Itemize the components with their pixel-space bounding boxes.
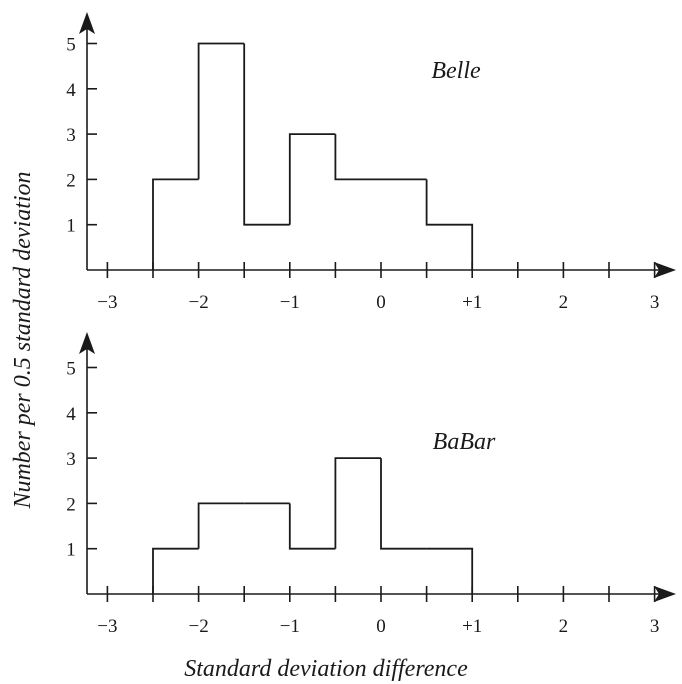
belle-x-tick-label: 3 — [650, 292, 660, 313]
belle-panel: −3 −2 −1 0 +1 2 3 1 2 3 4 5 Belle — [66, 12, 676, 313]
belle-histogram-bin — [243, 43, 290, 226]
babar-x-tick-label: 3 — [650, 616, 660, 637]
belle-x-tick-label: −2 — [188, 292, 208, 313]
belle-x-tick-label: −1 — [280, 292, 300, 313]
babar-y-tick-label: 2 — [66, 494, 76, 515]
belle-x-axis-arrow-icon — [654, 262, 676, 278]
belle-histogram-bin — [334, 134, 381, 181]
babar-panel: −3 −2 −1 0 +1 2 3 1 2 3 4 5 BaBar — [66, 332, 676, 637]
babar-series-label: BaBar — [433, 429, 496, 455]
belle-histogram-bin — [197, 42, 245, 180]
babar-x-tick-label: −1 — [280, 616, 300, 637]
babar-x-tick-label: −2 — [188, 616, 208, 637]
x-axis-title: Standard deviation difference — [184, 656, 468, 682]
belle-x-tick-label: 2 — [559, 292, 569, 313]
babar-x-tick-label: −3 — [97, 616, 117, 637]
babar-y-tick-label: 5 — [66, 359, 76, 380]
babar-x-tick-label: 0 — [376, 616, 386, 637]
belle-y-tick-label: 4 — [66, 80, 76, 101]
belle-series-label: Belle — [431, 58, 481, 84]
babar-y-tick-label: 1 — [66, 540, 76, 561]
babar-histogram-bin — [380, 458, 427, 550]
babar-histogram-bin — [197, 502, 245, 549]
belle-histogram-bin — [288, 133, 336, 225]
babar-histogram-bin — [288, 503, 336, 550]
belle-y-tick-label: 2 — [66, 170, 76, 191]
belle-histogram-bin — [425, 179, 474, 270]
babar-y-tick-label: 4 — [66, 404, 76, 425]
babar-histogram-bin — [152, 547, 199, 594]
belle-y-tick-label: 1 — [66, 216, 76, 237]
babar-x-tick-label: 2 — [559, 616, 569, 637]
belle-x-tick-label: −3 — [97, 292, 117, 313]
belle-histogram-bin — [152, 178, 199, 270]
belle-x-tick-label: +1 — [462, 292, 482, 313]
babar-x-tick-label: +1 — [462, 616, 482, 637]
belle-y-axis-arrow-icon — [79, 12, 95, 34]
belle-y-tick-label: 5 — [66, 35, 76, 56]
babar-x-axis-arrow-icon — [654, 586, 676, 602]
y-axis-title: Number per 0.5 standard deviation — [10, 171, 36, 509]
belle-y-tick-label: 3 — [66, 125, 76, 146]
babar-histogram-bin — [334, 457, 381, 549]
babar-y-axis-arrow-icon — [79, 332, 95, 354]
babar-histogram-bin — [426, 547, 474, 594]
babar-y-tick-label: 3 — [66, 449, 76, 470]
belle-x-tick-label: 0 — [376, 292, 386, 313]
